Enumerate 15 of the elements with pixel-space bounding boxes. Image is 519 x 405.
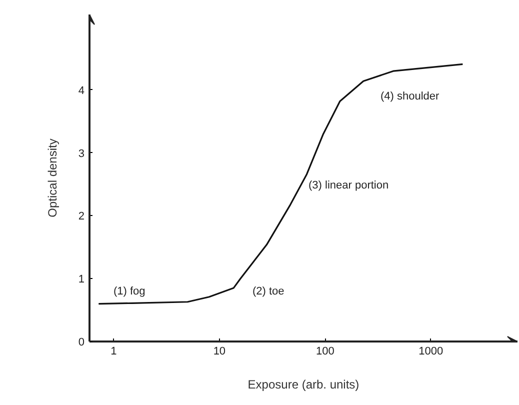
- x-tick-label: 1: [110, 346, 117, 358]
- annotation: (1) fog: [114, 286, 146, 298]
- x-tick-label: 100: [316, 346, 334, 358]
- y-tick-label: 3: [78, 148, 85, 160]
- x-tick-label: 1000: [418, 346, 444, 358]
- y-tick-label: 0: [78, 336, 85, 348]
- y-tick-label: 2: [78, 210, 85, 223]
- x-tick-label: 10: [213, 346, 226, 358]
- y-axis-title: Optical density: [45, 138, 60, 218]
- annotation: (2) toe: [252, 286, 284, 298]
- y-tick-label: 4: [78, 84, 85, 97]
- annotation: (4) shoulder: [380, 90, 440, 102]
- annotation: (3) linear portion: [308, 180, 389, 192]
- x-axis-title: Exposure (arb. units): [248, 378, 360, 392]
- y-tick-label: 1: [78, 274, 85, 286]
